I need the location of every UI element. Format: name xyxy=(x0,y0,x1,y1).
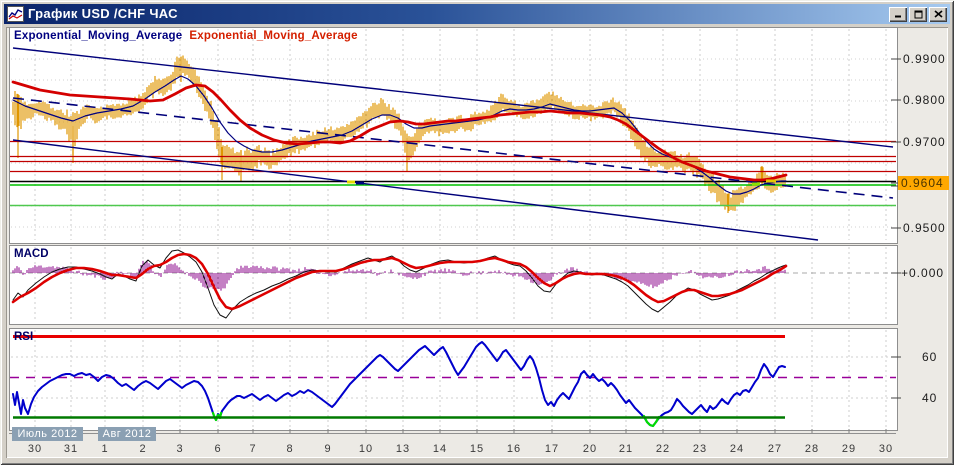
minimize-button[interactable] xyxy=(889,6,907,22)
time-axis-day-label: 20 xyxy=(582,443,598,455)
minimize-icon xyxy=(894,15,901,18)
window-title: График USD /CHF ЧАС xyxy=(28,6,178,21)
maximize-button[interactable] xyxy=(909,6,927,22)
price-axis-label: 0.9700 xyxy=(903,135,946,149)
macd-label: MACD xyxy=(14,248,49,260)
macd-axis-label: +0.000 xyxy=(901,266,945,280)
price-axis-label: 0.9800 xyxy=(903,93,946,107)
time-axis-day-label: 29 xyxy=(841,443,857,455)
month-label-july: Июль 2012 xyxy=(12,427,83,441)
time-axis-day-label: 22 xyxy=(655,443,671,455)
month-label-august: Авг 2012 xyxy=(98,427,156,441)
time-axis-day-label: 13 xyxy=(395,443,411,455)
time-axis-day-label: 10 xyxy=(358,443,374,455)
time-axis-day-label: 9 xyxy=(324,443,332,455)
rsi-label: RSI xyxy=(14,331,34,343)
price-axis-label: 0.9500 xyxy=(903,221,946,235)
time-axis-day-label: 30 xyxy=(878,443,894,455)
time-axis-day-label: 24 xyxy=(729,443,745,455)
time-axis-day-label: 27 xyxy=(767,443,783,455)
rsi-axis-label: 40 xyxy=(922,391,938,405)
current-price-badge: 0.9604 xyxy=(898,176,949,190)
indicator-legend: Exponential_Moving_Average Exponential_M… xyxy=(14,30,358,42)
time-axis-day-label: 3 xyxy=(176,443,184,455)
time-axis-day-label: 1 xyxy=(101,443,109,455)
price-chart-panel[interactable] xyxy=(9,27,898,244)
chart-icon xyxy=(7,6,24,22)
ema-label-2: Exponential_Moving_Average xyxy=(189,30,358,42)
macd-panel[interactable] xyxy=(9,245,898,325)
time-axis-day-label: 16 xyxy=(506,443,522,455)
time-axis-day-label: 23 xyxy=(692,443,708,455)
time-axis-day-label: 31 xyxy=(63,443,79,455)
window-titlebar[interactable]: График USD /CHF ЧАС xyxy=(4,4,950,24)
time-axis-day-label: 28 xyxy=(804,443,820,455)
time-axis-day-label: 8 xyxy=(286,443,294,455)
maximize-icon xyxy=(914,10,922,18)
price-axis-label: 0.9900 xyxy=(903,52,946,66)
time-axis-day-label: 17 xyxy=(544,443,560,455)
time-axis-day-label: 30 xyxy=(27,443,43,455)
time-axis-day-label: 15 xyxy=(469,443,485,455)
time-axis-day-label: 6 xyxy=(214,443,222,455)
ema-label-1: Exponential_Moving_Average xyxy=(14,30,183,42)
close-icon xyxy=(933,10,943,18)
close-button[interactable] xyxy=(929,6,947,22)
rsi-axis-label: 60 xyxy=(922,350,938,364)
time-axis-day-label: 14 xyxy=(432,443,448,455)
time-axis-day-label: 2 xyxy=(139,443,147,455)
time-axis-day-label: 7 xyxy=(249,443,257,455)
time-axis-day-label: 21 xyxy=(618,443,634,455)
rsi-panel[interactable] xyxy=(9,328,898,431)
